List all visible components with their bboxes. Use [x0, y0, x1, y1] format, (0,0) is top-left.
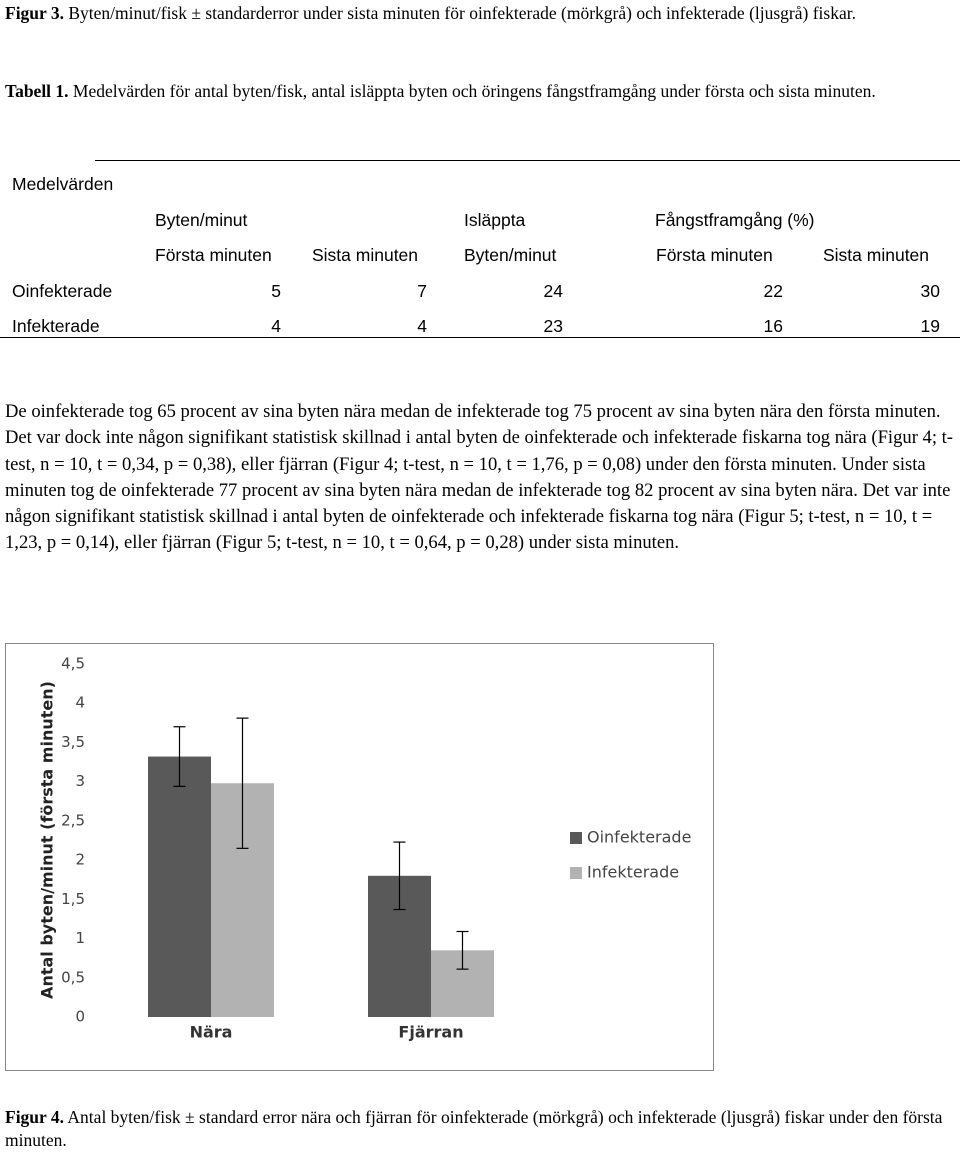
group-header: Byten/minut — [155, 210, 248, 230]
caption-text: Byten/minut/fisk ± standarderror under s… — [68, 3, 856, 23]
y-tick-label: 0,5 — [61, 968, 85, 986]
chart: Antal byten/minut (första minuten) 0 0,5 1… — [5, 643, 714, 1071]
table-rule — [0, 337, 960, 338]
caption-text: Medelvärden för antal byten/fisk, antal … — [72, 81, 876, 101]
paragraph: De oinfekterade tog 65 procent av sina b… — [5, 401, 953, 554]
sub-header: Första minuten — [656, 245, 773, 265]
y-tick-label: 2,5 — [61, 811, 85, 829]
y-tick-label: 0 — [75, 1008, 85, 1026]
row-label: Oinfekterade — [12, 281, 113, 301]
table-cell: 5 — [271, 281, 281, 301]
sub-header: Sista minuten — [312, 245, 419, 265]
y-tick-label: 2 — [75, 851, 85, 869]
caption-label: Figur 4. — [5, 1107, 64, 1127]
y-tick-label: 4 — [75, 694, 85, 712]
table-cell: 4 — [271, 316, 281, 336]
error-bar — [456, 930, 469, 970]
table-cell: 4 — [417, 316, 427, 336]
y-tick-label: 1 — [75, 929, 85, 947]
y-tick-label: 4,5 — [61, 655, 85, 673]
y-tick-label: 3 — [75, 772, 85, 790]
table-cell: 23 — [543, 316, 563, 336]
legend-swatch — [570, 832, 582, 844]
table-cell: 7 — [417, 281, 427, 301]
error-bar — [173, 726, 186, 787]
error-bar — [236, 717, 249, 849]
table-rule — [95, 160, 960, 161]
table-cell: 16 — [763, 316, 783, 336]
table-caption: Tabell 1. Medelvärden för antal byten/fi… — [5, 80, 895, 103]
x-tick-label: Fjärran — [398, 1023, 463, 1042]
table-cell: 24 — [543, 281, 563, 301]
table-cell: 30 — [920, 281, 940, 301]
chart-frame — [5, 643, 714, 1071]
caption-text: Antal byten/fisk ± standard error nära o… — [5, 1107, 943, 1150]
table-cell: 19 — [920, 316, 940, 336]
y-tick-label: 1,5 — [61, 890, 85, 908]
table-title: Medelvärden — [12, 174, 114, 194]
y-tick-label: 3,5 — [61, 733, 85, 751]
row-label: Infekterade — [12, 316, 100, 336]
caption-label: Tabell 1. — [5, 81, 69, 101]
legend-label: Infekterade — [587, 863, 679, 882]
legend-label: Oinfekterade — [587, 828, 691, 847]
group-header: Isläppta — [464, 210, 526, 230]
figure4-caption: Figur 4. Antal byten/fisk ± standard err… — [5, 1106, 955, 1152]
sub-header: Första minuten — [155, 245, 272, 265]
figure3-caption: Figur 3. Byten/minut/fisk ± standarderro… — [5, 2, 955, 25]
group-header: Fångstframgång (%) — [655, 210, 815, 230]
caption-label: Figur 3. — [5, 3, 64, 23]
bar — [148, 756, 211, 1017]
sub-header: Byten/minut — [464, 245, 557, 265]
table-cell: 22 — [763, 281, 783, 301]
error-bar — [393, 841, 406, 911]
legend-swatch — [570, 867, 582, 879]
y-axis-label: Antal byten/minut (första minuten) — [38, 681, 57, 999]
x-tick-label: Nära — [190, 1023, 233, 1042]
sub-header: Sista minuten — [823, 245, 930, 265]
